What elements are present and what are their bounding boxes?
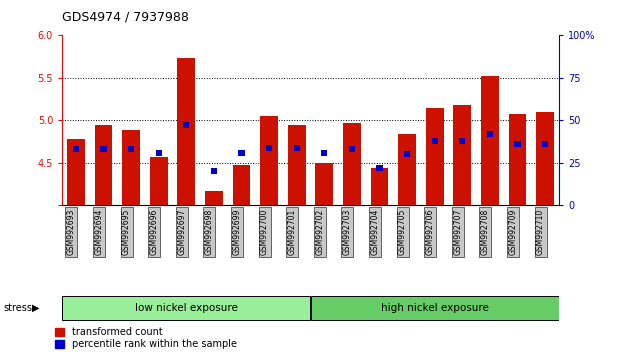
Text: GSM992699: GSM992699	[232, 209, 242, 255]
Bar	[62, 296, 310, 320]
Text: GSM992701: GSM992701	[288, 209, 297, 255]
Bar	[343, 123, 361, 205]
Bar	[94, 125, 112, 205]
Text: GSM992704: GSM992704	[371, 209, 379, 255]
Text: GSM992706: GSM992706	[426, 209, 435, 255]
Text: GSM992700: GSM992700	[260, 209, 269, 255]
Bar	[73, 146, 79, 152]
Bar	[398, 134, 416, 205]
Bar	[536, 112, 554, 205]
Bar	[315, 163, 333, 205]
Bar	[266, 144, 272, 150]
Bar	[150, 157, 168, 205]
Bar	[376, 165, 383, 171]
Bar	[542, 141, 548, 147]
Bar	[238, 150, 245, 156]
Text: GSM992697: GSM992697	[178, 209, 186, 255]
Text: high nickel exposure: high nickel exposure	[381, 303, 489, 313]
Bar	[509, 114, 527, 205]
Bar	[432, 138, 438, 144]
Text: GSM992693: GSM992693	[67, 209, 76, 255]
Text: GSM992702: GSM992702	[315, 209, 324, 255]
Bar	[426, 108, 443, 205]
Text: GSM992696: GSM992696	[150, 209, 159, 255]
Text: GSM992707: GSM992707	[453, 209, 462, 255]
Bar	[481, 76, 499, 205]
Text: GSM992708: GSM992708	[481, 209, 490, 255]
Text: GSM992710: GSM992710	[536, 209, 545, 255]
Text: low nickel exposure: low nickel exposure	[135, 303, 238, 313]
Text: ▶: ▶	[32, 303, 40, 313]
Bar	[178, 58, 195, 205]
Text: GSM992705: GSM992705	[398, 209, 407, 255]
Bar	[288, 125, 306, 205]
Bar	[122, 130, 140, 205]
Bar	[205, 191, 223, 205]
Bar	[67, 139, 85, 205]
Legend: transformed count, percentile rank within the sample: transformed count, percentile rank withi…	[55, 327, 237, 349]
Bar	[310, 296, 559, 320]
Bar	[321, 150, 327, 156]
Text: GDS4974 / 7937988: GDS4974 / 7937988	[62, 11, 189, 24]
Bar	[459, 138, 466, 144]
Bar	[514, 141, 520, 147]
Bar	[232, 165, 250, 205]
Bar	[294, 144, 300, 150]
Bar	[487, 131, 493, 137]
Bar	[453, 105, 471, 205]
Text: GSM992698: GSM992698	[205, 209, 214, 255]
Text: GSM992703: GSM992703	[343, 209, 352, 255]
Text: GSM992695: GSM992695	[122, 209, 131, 255]
Text: GSM992709: GSM992709	[509, 209, 517, 255]
Bar	[183, 122, 189, 129]
Bar	[260, 116, 278, 205]
Bar	[371, 168, 389, 205]
Text: stress: stress	[3, 303, 32, 313]
Bar	[155, 150, 162, 156]
Bar	[211, 169, 217, 174]
Bar	[101, 146, 107, 152]
Bar	[349, 146, 355, 152]
Bar	[404, 152, 410, 157]
Bar	[128, 146, 134, 152]
Text: GSM992694: GSM992694	[94, 209, 104, 255]
